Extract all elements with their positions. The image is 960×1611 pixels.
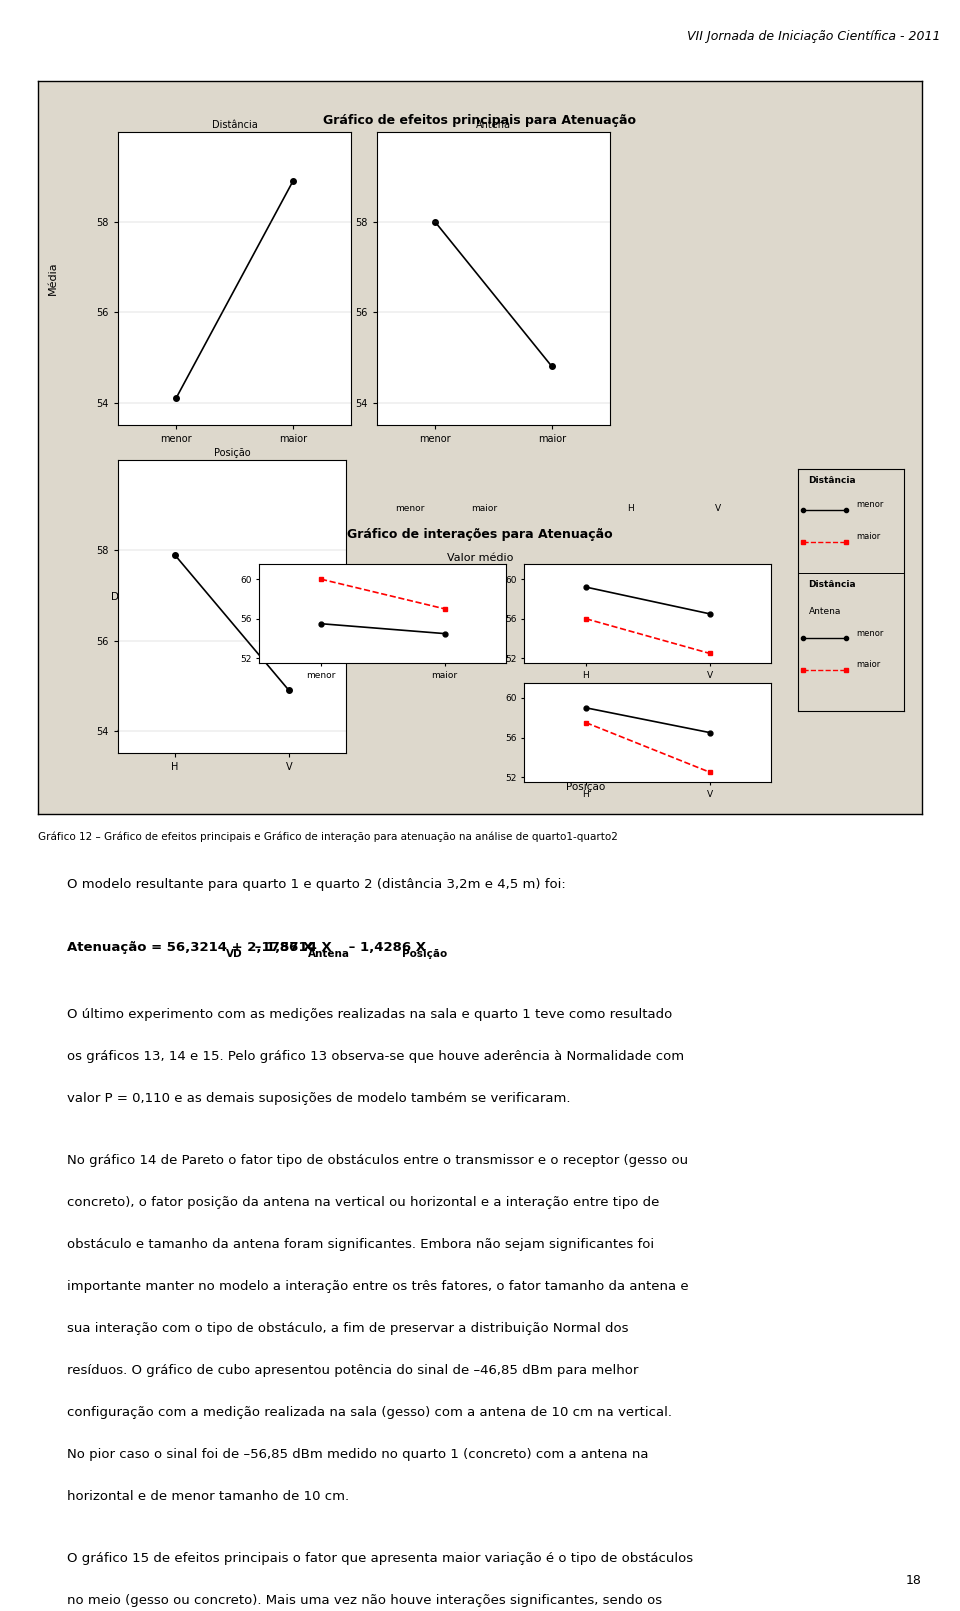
Text: – 1,5714 X: – 1,5714 X <box>250 941 331 954</box>
Text: resíduos. O gráfico de cubo apresentou potência do sinal de –46,85 dBm para melh: resíduos. O gráfico de cubo apresentou p… <box>67 1365 638 1377</box>
Text: Posição: Posição <box>566 781 606 791</box>
Text: O último experimento com as medições realizadas na sala e quarto 1 teve como res: O último experimento com as medições rea… <box>67 1008 672 1021</box>
Text: VD: VD <box>226 949 242 959</box>
Text: Antena: Antena <box>117 725 155 735</box>
Text: Gráfico de efeitos principais para Atenuação: Gráfico de efeitos principais para Atenu… <box>324 113 636 127</box>
Text: Gráfico 12 – Gráfico de efeitos principais e Gráfico de interação para atenuação: Gráfico 12 – Gráfico de efeitos principa… <box>38 831 618 843</box>
Text: concreto), o fator posição da antena na vertical ou horizontal e a interação ent: concreto), o fator posição da antena na … <box>67 1197 660 1210</box>
Text: no meio (gesso ou concreto). Mais uma vez não houve interações significantes, se: no meio (gesso ou concreto). Mais uma ve… <box>67 1595 662 1608</box>
Title: Posição: Posição <box>213 448 251 458</box>
Text: VII Jornada de Iniciação Científica - 2011: VII Jornada de Iniciação Científica - 20… <box>687 29 941 43</box>
Text: menor: menor <box>856 628 883 638</box>
Text: Antena: Antena <box>808 607 841 615</box>
Text: No gráfico 14 de Pareto o fator tipo de obstáculos entre o transmissor e o recep: No gráfico 14 de Pareto o fator tipo de … <box>67 1155 688 1168</box>
Text: H: H <box>627 504 634 512</box>
Text: O modelo resultante para quarto 1 e quarto 2 (distância 3,2m e 4,5 m) foi:: O modelo resultante para quarto 1 e quar… <box>67 878 566 891</box>
Text: importante manter no modelo a interação entre os três fatores, o fator tamanho d: importante manter no modelo a interação … <box>67 1281 689 1294</box>
Text: Valor médio: Valor médio <box>446 553 514 564</box>
Text: Distância: Distância <box>808 477 856 485</box>
Text: Gráfico de interações para Atenuação: Gráfico de interações para Atenuação <box>348 528 612 541</box>
Title: Distância: Distância <box>211 119 257 130</box>
Text: sua interação com o tipo de obstáculo, a fim de preservar a distribuição Normal : sua interação com o tipo de obstáculo, a… <box>67 1323 629 1336</box>
Text: maior: maior <box>471 504 497 512</box>
Text: – 1,4286 X: – 1,4286 X <box>344 941 426 954</box>
Text: O gráfico 15 de efeitos principais o fator que apresenta maior variação é o tipo: O gráfico 15 de efeitos principais o fat… <box>67 1553 693 1566</box>
Text: maior: maior <box>856 661 880 670</box>
Text: os gráficos 13, 14 e 15. Pelo gráfico 13 observa-se que houve aderência à Normal: os gráficos 13, 14 e 15. Pelo gráfico 13… <box>67 1050 684 1063</box>
Text: 18: 18 <box>905 1574 922 1587</box>
Text: valor P = 0,110 e as demais suposições de modelo também se verificaram.: valor P = 0,110 e as demais suposições d… <box>67 1092 570 1105</box>
Text: Distância: Distância <box>111 593 160 603</box>
Text: menor: menor <box>395 504 424 512</box>
Text: Valor médio: Valor médio <box>446 135 514 145</box>
Text: maior: maior <box>856 532 880 541</box>
Title: Antena: Antena <box>476 119 511 130</box>
Text: Média: Média <box>48 261 58 295</box>
Text: Atenuação = 56,3214 + 2,1786 X: Atenuação = 56,3214 + 2,1786 X <box>67 941 313 954</box>
Text: obstáculo e tamanho da antena foram significantes. Embora não sejam significante: obstáculo e tamanho da antena foram sign… <box>67 1239 655 1252</box>
Text: V: V <box>715 504 722 512</box>
Text: Distância: Distância <box>808 580 856 590</box>
Text: configuração com a medição realizada na sala (gesso) com a antena de 10 cm na ve: configuração com a medição realizada na … <box>67 1406 672 1419</box>
Text: No pior caso o sinal foi de –56,85 dBm medido no quarto 1 (concreto) com a anten: No pior caso o sinal foi de –56,85 dBm m… <box>67 1448 649 1461</box>
Text: horizontal e de menor tamanho de 10 cm.: horizontal e de menor tamanho de 10 cm. <box>67 1490 349 1503</box>
Text: Posição: Posição <box>402 949 447 959</box>
Text: Antena: Antena <box>307 949 349 959</box>
Text: menor: menor <box>856 499 883 509</box>
